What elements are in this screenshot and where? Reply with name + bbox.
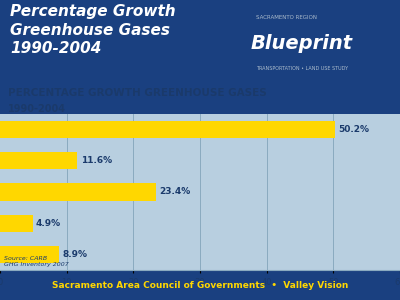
Text: 50.2%: 50.2% [338,125,369,134]
Text: 8.9%: 8.9% [63,250,88,259]
Text: Source: CARB
GHG Inventory 2007: Source: CARB GHG Inventory 2007 [4,256,69,267]
Text: PERCENTAGE GROWTH GREENHOUSE GASES: PERCENTAGE GROWTH GREENHOUSE GASES [8,88,267,98]
Bar [0,246,59,263]
Bar [0,152,77,170]
Text: Blueprint: Blueprint [251,34,353,52]
Text: 23.4%: 23.4% [159,188,190,196]
Bar [0,183,156,201]
Bar [0,121,335,138]
Text: 1990-2004: 1990-2004 [8,103,66,113]
Text: Percentage Growth
Greenhouse Gases
1990-2004: Percentage Growth Greenhouse Gases 1990-… [10,4,176,56]
Bar [0,214,33,232]
Text: Sacramento Area Council of Governments  •  Valley Vision: Sacramento Area Council of Governments •… [52,280,348,290]
Text: 11.6%: 11.6% [81,156,112,165]
Text: TRANSPORTATION • LAND USE STUDY: TRANSPORTATION • LAND USE STUDY [256,65,348,70]
Text: SACRAMENTO REGION: SACRAMENTO REGION [256,15,317,20]
Text: 4.9%: 4.9% [36,219,61,228]
